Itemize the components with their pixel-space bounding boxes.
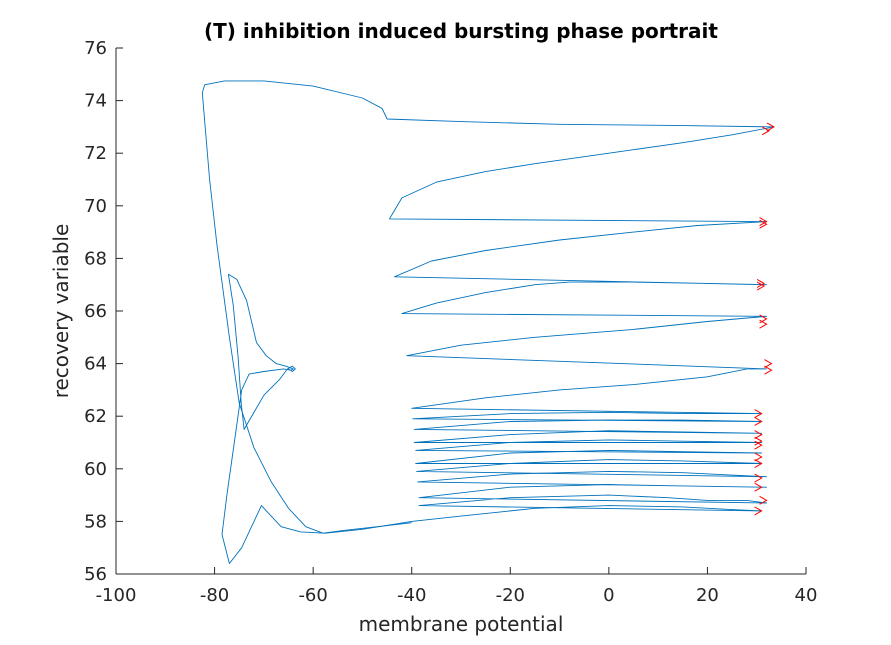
y-tick-label: 74 [84, 91, 107, 112]
direction-arrow [754, 482, 763, 492]
y-tick-label: 60 [84, 459, 107, 480]
y-tick-label: 76 [84, 38, 107, 59]
x-tick-label: -40 [397, 585, 426, 606]
direction-arrow [754, 430, 763, 440]
direction-arrow [759, 319, 768, 329]
direction-arrow [759, 219, 768, 229]
direction-arrow [756, 278, 766, 288]
direction-arrow [761, 126, 771, 136]
y-tick-label: 64 [84, 354, 107, 375]
y-axis-label: recovery variable [49, 224, 73, 399]
direction-arrow [754, 436, 763, 446]
y-tick-label: 68 [84, 248, 107, 269]
x-tick-label: 40 [795, 585, 818, 606]
direction-arrow [759, 495, 768, 505]
direction-arrow [764, 365, 773, 375]
direction-arrow [754, 506, 763, 516]
x-axis: -100 -80 -60 -40 -20 0 20 40 [96, 567, 818, 606]
y-tick-label: 56 [84, 564, 107, 585]
y-tick-label: 58 [84, 511, 107, 532]
direction-arrow [754, 473, 763, 483]
x-tick-label: -100 [96, 585, 137, 606]
direction-arrow [759, 217, 768, 227]
y-tick-label: 62 [84, 406, 107, 427]
x-tick-label: 20 [696, 585, 719, 606]
chart-title: (T) inhibition induced bursting phase po… [204, 19, 718, 43]
x-tick-label: 0 [603, 585, 614, 606]
x-tick-label: -20 [496, 585, 525, 606]
direction-arrow [754, 409, 763, 419]
direction-arrow [756, 281, 766, 291]
plot-area [201, 80, 775, 564]
direction-arrow [754, 452, 763, 462]
y-tick-label: 66 [84, 301, 107, 322]
y-tick-label: 70 [84, 196, 107, 217]
direction-arrow [754, 417, 763, 426]
trajectory-line [221, 273, 762, 564]
direction-arrow [754, 459, 763, 468]
x-axis-label: membrane potential [359, 612, 564, 636]
x-tick-label: -60 [298, 585, 327, 606]
direction-arrow [766, 122, 775, 132]
direction-arrow [754, 440, 763, 450]
x-tick-label: -80 [200, 585, 229, 606]
y-axis: 56 58 60 62 64 66 68 70 72 74 76 [84, 38, 123, 585]
trajectory-line [201, 80, 775, 534]
y-tick-label: 72 [84, 143, 107, 164]
direction-arrow [764, 359, 773, 369]
